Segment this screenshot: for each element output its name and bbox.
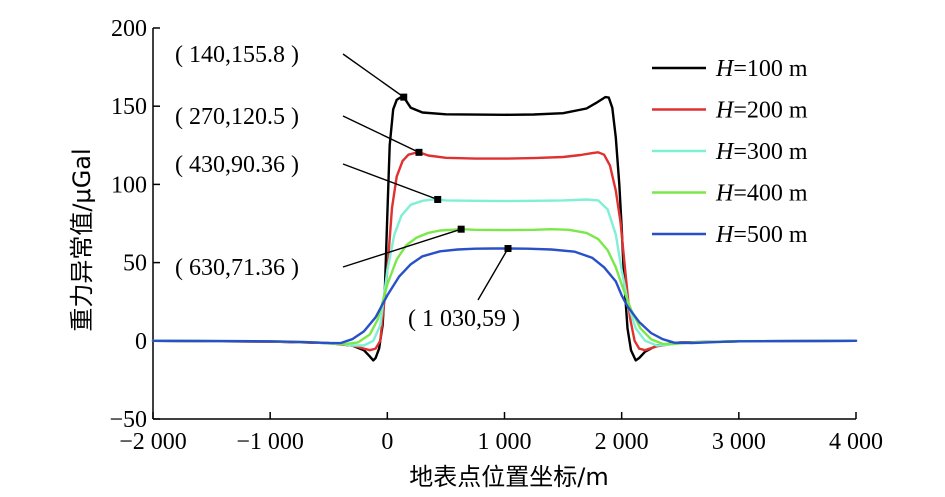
legend: H=100 m H=200 m H=300 m H=400 m H=500 m: [652, 56, 808, 248]
x-tick-label: −2 000: [119, 429, 187, 455]
series-line-h-100-m: [151, 95, 858, 362]
legend-label: H=200 m: [715, 98, 808, 124]
annotation-leader: [477, 248, 509, 301]
x-tick-label: 4 000: [829, 429, 883, 455]
legend-label: H=400 m: [715, 181, 808, 207]
annotation-leader: [342, 228, 462, 268]
y-tick-label: 50: [123, 251, 147, 277]
annotation-label: ( 1 030,59 ): [408, 306, 520, 332]
legend-label: H=100 m: [715, 56, 808, 82]
annotation-marker: [415, 148, 423, 156]
y-tick-label: −50: [109, 407, 147, 433]
y-tick-label: 100: [111, 172, 147, 198]
y-tick-label: 0: [135, 329, 147, 355]
annotation-label: ( 140,155.8 ): [175, 42, 299, 68]
annotation-marker: [434, 195, 442, 203]
series-line-h-200-m: [151, 151, 858, 352]
y-tick-label: 200: [111, 16, 147, 42]
series-line-h-400-m: [151, 228, 858, 346]
annotation-marker: [457, 225, 465, 233]
annotation-label: ( 270,120.5 ): [175, 104, 299, 130]
annotation-marker: [400, 93, 408, 101]
y-axis-title: 重力异常值/μGal: [68, 148, 96, 331]
annotation-label: ( 430,90.36 ): [175, 152, 299, 178]
annotation-label: ( 630,71.36 ): [175, 255, 299, 281]
x-tick-label: 1 000: [478, 429, 532, 455]
x-tick-label: −1 000: [236, 429, 304, 455]
x-tick-label: 0: [381, 429, 393, 455]
annotation-leader: [342, 115, 420, 153]
x-axis-title: 地表点位置坐标/m: [409, 463, 608, 491]
annotation-leader: [342, 163, 438, 201]
x-tick-label: 3 000: [712, 429, 766, 455]
legend-label: H=300 m: [715, 139, 808, 165]
series-line-h-300-m: [151, 198, 858, 347]
annotation-marker: [504, 245, 512, 253]
legend-label: H=500 m: [715, 222, 808, 248]
curves: [151, 95, 858, 362]
x-tick-label: 2 000: [595, 429, 649, 455]
axes: −2 000 −1 000 0 1 000 2 000 3 000 4 000 −50 0 50 1…: [109, 16, 883, 455]
y-tick-label: 150: [111, 94, 147, 120]
annotations: ( 140,155.8 ) ( 270,120.5 ) ( 430,90.36 ) (…: [175, 42, 520, 332]
annotation-leader: [342, 53, 405, 98]
